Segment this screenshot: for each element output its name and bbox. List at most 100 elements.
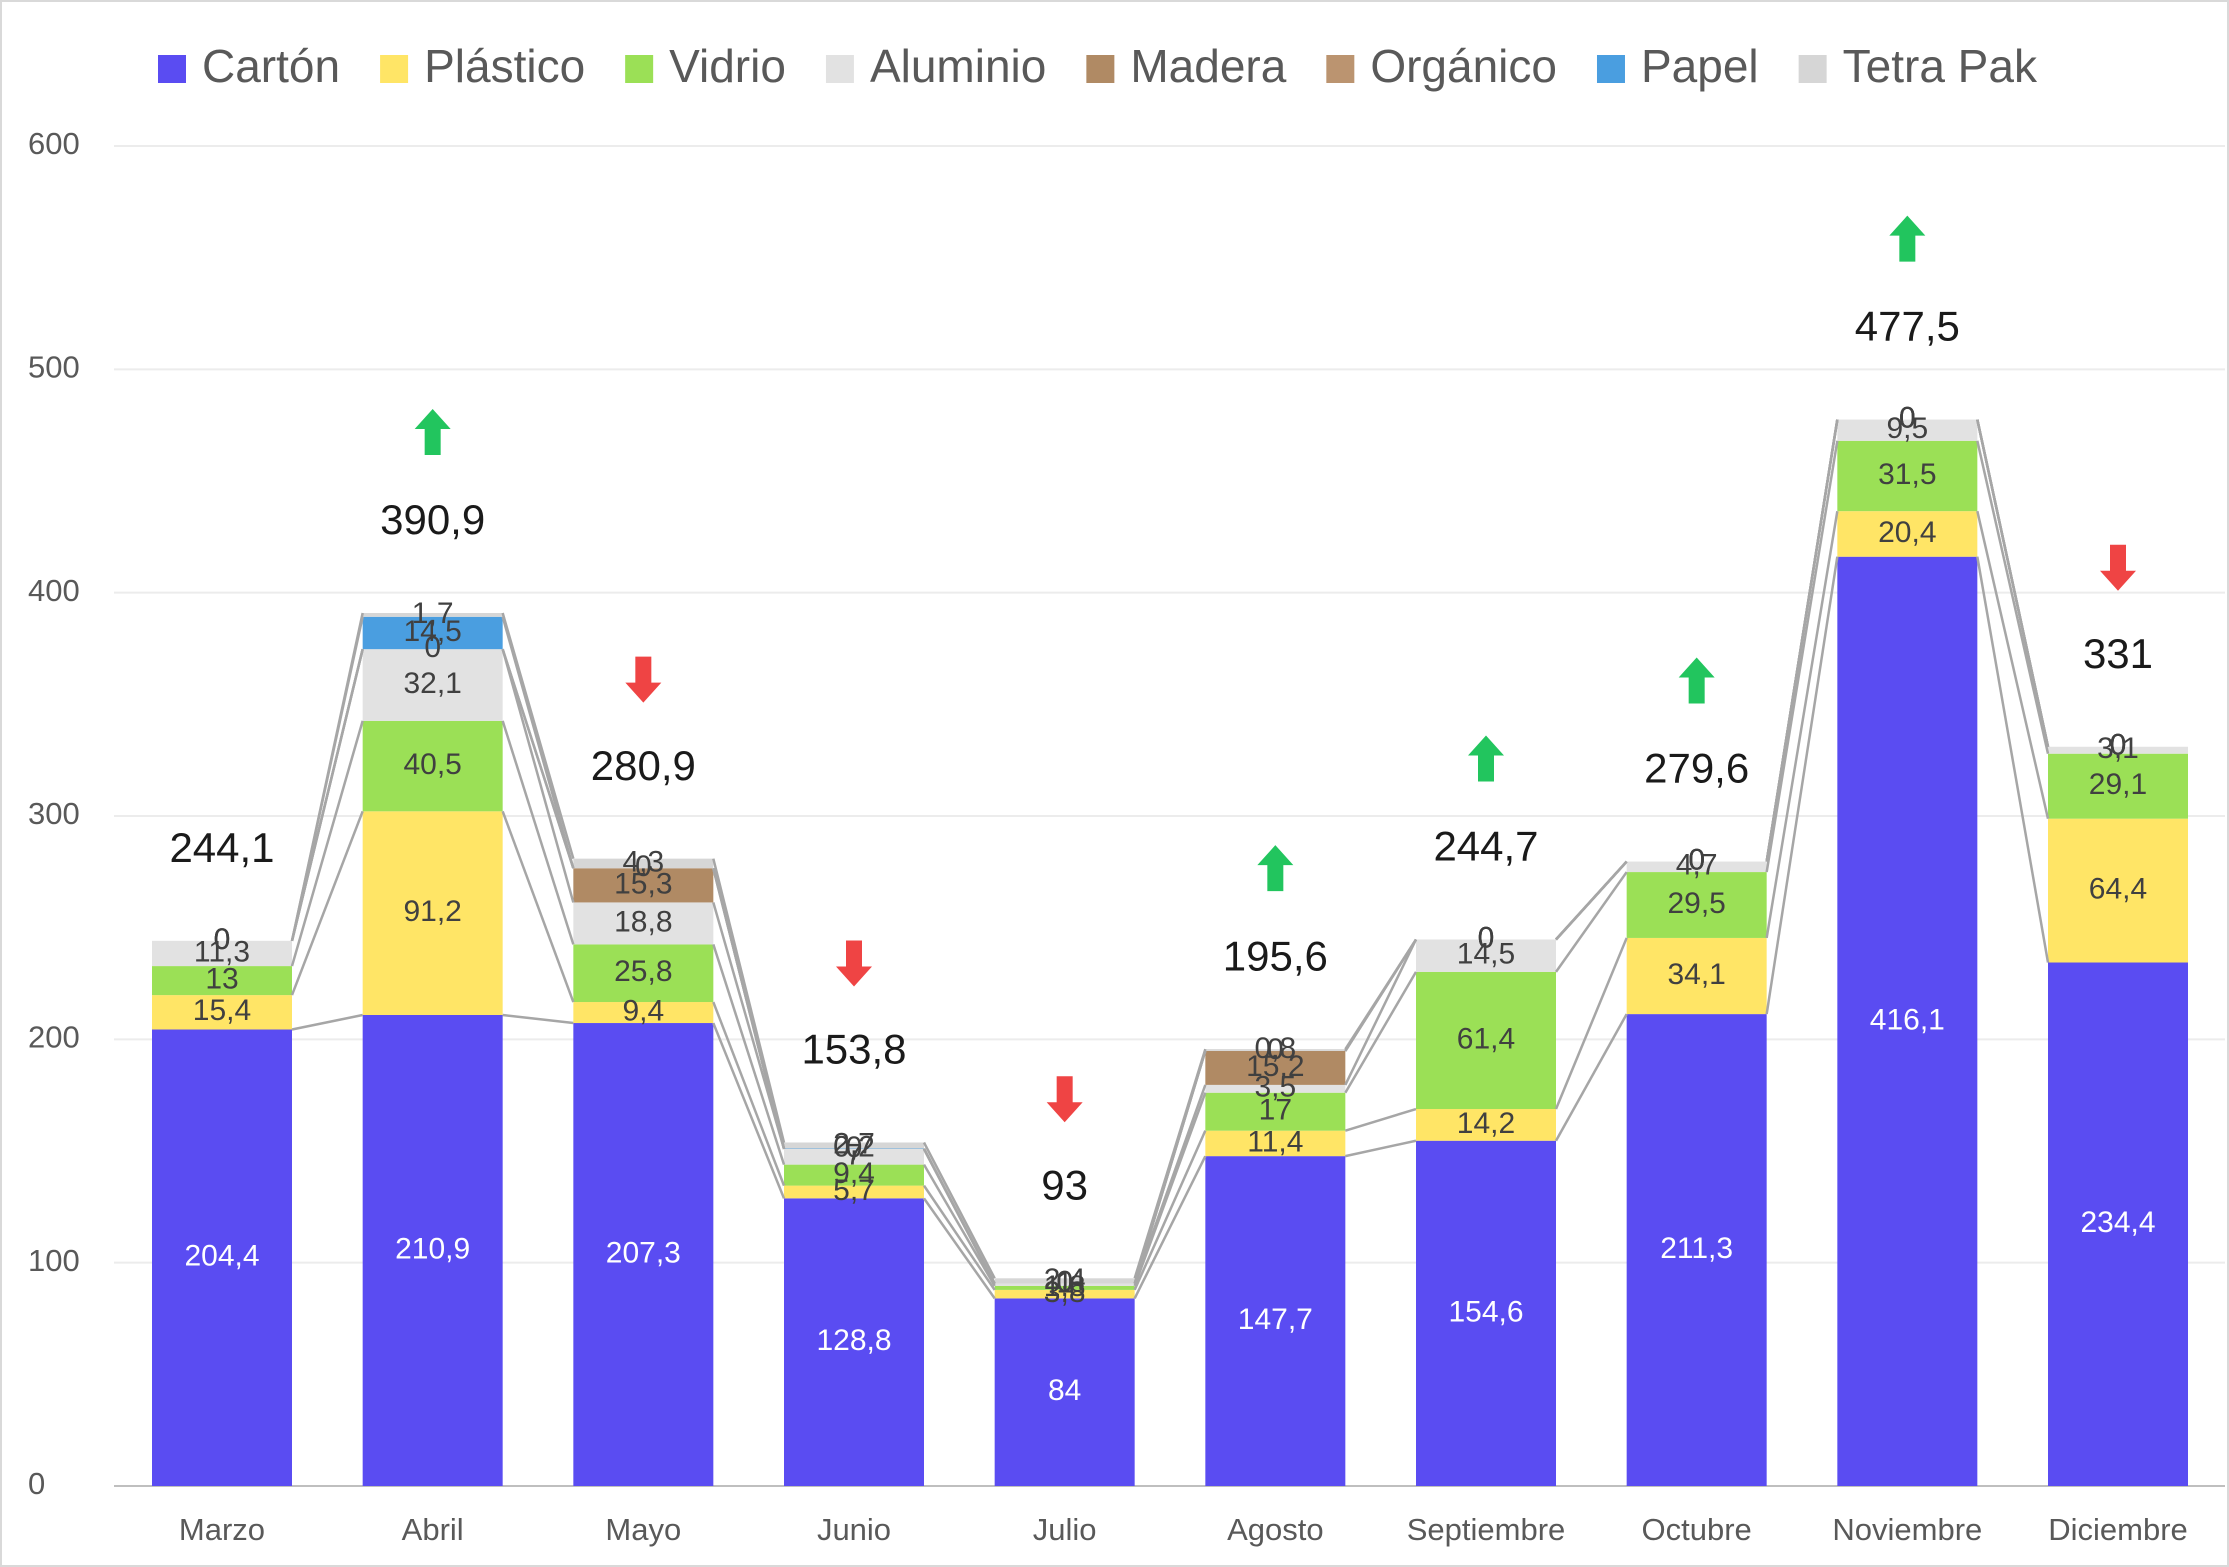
connector-line — [1554, 871, 1628, 973]
connector-line — [1765, 419, 1839, 862]
connector-line — [1554, 1013, 1628, 1142]
data-label: 210,9 — [395, 1232, 470, 1265]
connector-line — [502, 1013, 574, 1025]
connector-line — [1344, 938, 1418, 1086]
connector-line — [1765, 556, 1839, 1015]
legend-label: Orgánico — [1370, 40, 1557, 92]
data-label: 0 — [1056, 1266, 1073, 1299]
connector-line — [712, 858, 786, 1143]
bar-segment — [994, 1283, 1135, 1286]
bar-segment — [152, 995, 292, 1030]
bar-segment — [1416, 939, 1556, 972]
bar-segment — [994, 1289, 1135, 1299]
y-tick-label: 600 — [28, 126, 80, 161]
legend-swatch — [825, 55, 854, 83]
x-tick-label: Abril — [402, 1512, 464, 1547]
connector-line — [1555, 860, 1628, 941]
data-label: 0 — [1899, 402, 1916, 435]
connector-line — [1133, 1155, 1207, 1299]
bar-segment — [1837, 419, 1978, 441]
bar-segment — [784, 1164, 924, 1186]
connector-line — [1976, 419, 2050, 748]
data-label: 29,5 — [1667, 887, 1725, 920]
y-tick-label: 100 — [28, 1243, 80, 1278]
data-label: 0 — [214, 923, 231, 956]
data-label: 0 — [1478, 921, 1495, 954]
bar-segment — [994, 1285, 1135, 1290]
total-label: 390,9 — [380, 496, 485, 543]
total-label: 244,7 — [1433, 823, 1538, 870]
bar-segment — [1837, 556, 1978, 1486]
bar-segment — [1626, 872, 1767, 938]
bar-segment — [1837, 511, 1978, 557]
bar-segment — [152, 940, 292, 967]
arrow-up — [1678, 657, 1715, 704]
bar-segment — [2048, 753, 2188, 819]
connector-line — [1976, 440, 2050, 754]
legend-label: Madera — [1130, 40, 1286, 92]
total-label: 244,1 — [169, 824, 274, 871]
connector-line — [712, 902, 786, 1150]
connector-line — [1554, 937, 1628, 1110]
y-tick-label: 0 — [28, 1466, 45, 1501]
x-tick-label: Diciembre — [2048, 1512, 2188, 1547]
arrow-up — [414, 408, 451, 455]
connector-line — [922, 1141, 996, 1279]
y-tick-label: 300 — [28, 796, 80, 831]
data-label: 234,4 — [2080, 1206, 2155, 1239]
x-tick-label: Septiembre — [1407, 1512, 1566, 1547]
data-label: 61,4 — [1457, 1022, 1515, 1055]
connector-line — [1344, 971, 1418, 1094]
connector-line — [1345, 1139, 1417, 1158]
connector-line — [712, 1001, 786, 1187]
connector-line — [501, 810, 575, 1003]
bar-segment — [784, 1142, 924, 1149]
bar-segment — [1205, 1130, 1346, 1157]
legend-swatch — [380, 55, 409, 83]
bar-segment — [994, 1278, 1135, 1284]
data-label: 211,3 — [1660, 1232, 1733, 1265]
x-tick-label: Julio — [1033, 1512, 1097, 1547]
y-tick-label: 400 — [28, 573, 80, 608]
data-label: 13 — [205, 963, 238, 996]
data-label: 147,7 — [1238, 1303, 1313, 1336]
data-label: 0 — [1478, 921, 1495, 954]
x-tick-label: Mayo — [605, 1512, 681, 1547]
bar-segment — [1416, 1140, 1556, 1486]
connector-line — [1976, 556, 2050, 963]
connector-line — [1976, 510, 2050, 819]
data-label: 0 — [1478, 921, 1495, 954]
data-label: 84 — [1048, 1374, 1081, 1407]
data-label: 15,2 — [1246, 1050, 1304, 1083]
legend-label: Cartón — [202, 40, 340, 92]
connector-line — [1344, 1107, 1417, 1132]
data-label: 3,5 — [1254, 1071, 1296, 1104]
bar-segment — [1626, 937, 1767, 1015]
data-label: 7 — [846, 1139, 863, 1172]
bar-segment — [1416, 971, 1556, 1110]
arrow-down — [2100, 544, 2136, 591]
data-label: 9,4 — [622, 994, 664, 1027]
bar-segment — [1837, 440, 1978, 512]
data-label: 40,5 — [403, 748, 461, 781]
x-tick-label: Octubre — [1642, 1512, 1752, 1547]
data-label: 0 — [1056, 1266, 1073, 1299]
data-label: 2,4 — [1044, 1263, 1086, 1296]
legend-label: Plástico — [424, 40, 585, 92]
data-label: 128,8 — [816, 1324, 891, 1357]
connector-line — [291, 1013, 363, 1031]
legend-swatch — [158, 55, 186, 83]
data-label: 0 — [1899, 402, 1916, 435]
legend-swatch — [1798, 55, 1827, 83]
data-label: 207,3 — [606, 1236, 681, 1269]
arrow-down — [836, 940, 872, 987]
data-label: 0 — [2110, 729, 2127, 762]
bar-segment — [784, 1148, 924, 1165]
connector-line — [1133, 1084, 1207, 1285]
bar-segment — [784, 1185, 924, 1199]
legend-label: Papel — [1641, 40, 1759, 92]
data-label: 0 — [635, 850, 652, 883]
data-label: 1 — [1056, 1267, 1073, 1300]
bar-segment — [2048, 818, 2188, 963]
total-label: 93 — [1041, 1161, 1088, 1208]
